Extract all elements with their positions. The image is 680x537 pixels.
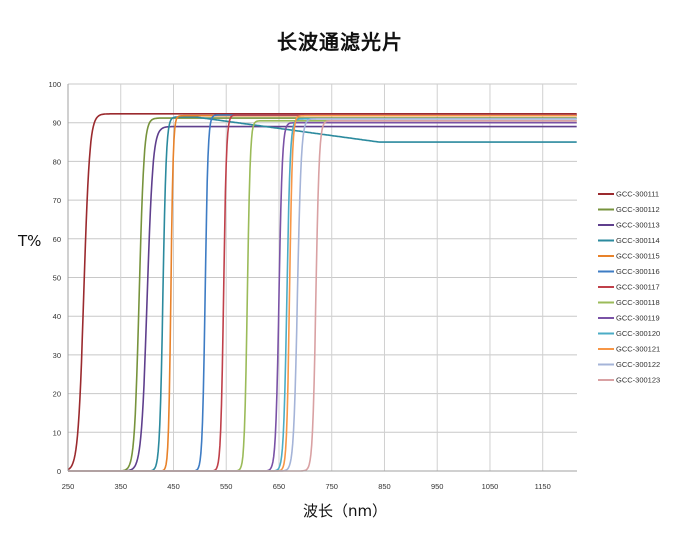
legend-label: GCC-300115 bbox=[616, 252, 660, 261]
y-tick-label: 50 bbox=[53, 274, 61, 283]
y-tick-label: 40 bbox=[53, 312, 61, 321]
x-tick-label: 250 bbox=[62, 482, 75, 491]
series-line bbox=[68, 121, 577, 472]
legend-label: GCC-300122 bbox=[616, 360, 660, 369]
legend-label: GCC-300113 bbox=[616, 221, 660, 230]
series-line bbox=[68, 116, 577, 472]
y-tick-label: 70 bbox=[53, 196, 61, 205]
series-line bbox=[68, 125, 577, 472]
x-axis-label: 波长（nm） bbox=[302, 502, 388, 520]
legend-label: GCC-300120 bbox=[616, 329, 660, 338]
y-tick-label: 30 bbox=[53, 351, 61, 360]
x-tick-label: 650 bbox=[273, 482, 286, 491]
chart-title: 长波通滤光片 bbox=[277, 30, 403, 54]
x-tick-label: 1150 bbox=[535, 482, 551, 491]
series-line bbox=[68, 120, 577, 472]
y-tick-label: 100 bbox=[48, 80, 61, 89]
legend: GCC-300111 GCC-300112 GCC-300113 GCC-300114… bbox=[598, 190, 660, 385]
legend-label: GCC-300119 bbox=[616, 314, 660, 323]
legend-label: GCC-300114 bbox=[616, 236, 660, 245]
x-tick-label: 950 bbox=[431, 482, 444, 491]
legend-label: GCC-300112 bbox=[616, 205, 660, 214]
y-axis-label: T% bbox=[18, 232, 42, 250]
y-tick-label: 60 bbox=[53, 235, 61, 244]
x-tick-label: 850 bbox=[378, 482, 391, 491]
series-line bbox=[68, 118, 577, 472]
legend-label: GCC-300118 bbox=[616, 298, 660, 307]
series-line bbox=[68, 120, 577, 472]
series-line bbox=[67, 113, 577, 471]
x-tick-label: 350 bbox=[114, 482, 127, 491]
x-tick-label: 550 bbox=[220, 482, 233, 491]
y-tick-label: 90 bbox=[53, 119, 61, 128]
x-tick-label: 1050 bbox=[482, 482, 499, 491]
axes: 0 10 20 30 40 50 60 70 80 90 100 250 350 450 550 650 750… bbox=[48, 80, 577, 491]
x-tick-label: 450 bbox=[167, 482, 180, 491]
y-tick-label: 80 bbox=[53, 157, 61, 166]
y-tick-label: 0 bbox=[57, 467, 61, 476]
legend-label: GCC-300117 bbox=[616, 283, 660, 292]
series-curves bbox=[67, 113, 577, 472]
legend-label: GCC-300123 bbox=[616, 376, 660, 385]
series-line bbox=[68, 117, 577, 472]
legend-label: GCC-300111 bbox=[616, 190, 659, 199]
legend-label: GCC-300116 bbox=[616, 267, 660, 276]
y-tick-label: 10 bbox=[53, 428, 61, 437]
y-tick-label: 20 bbox=[53, 390, 61, 399]
series-line bbox=[68, 118, 577, 472]
x-tick-label: 750 bbox=[325, 482, 338, 491]
legend-label: GCC-300121 bbox=[616, 345, 660, 354]
